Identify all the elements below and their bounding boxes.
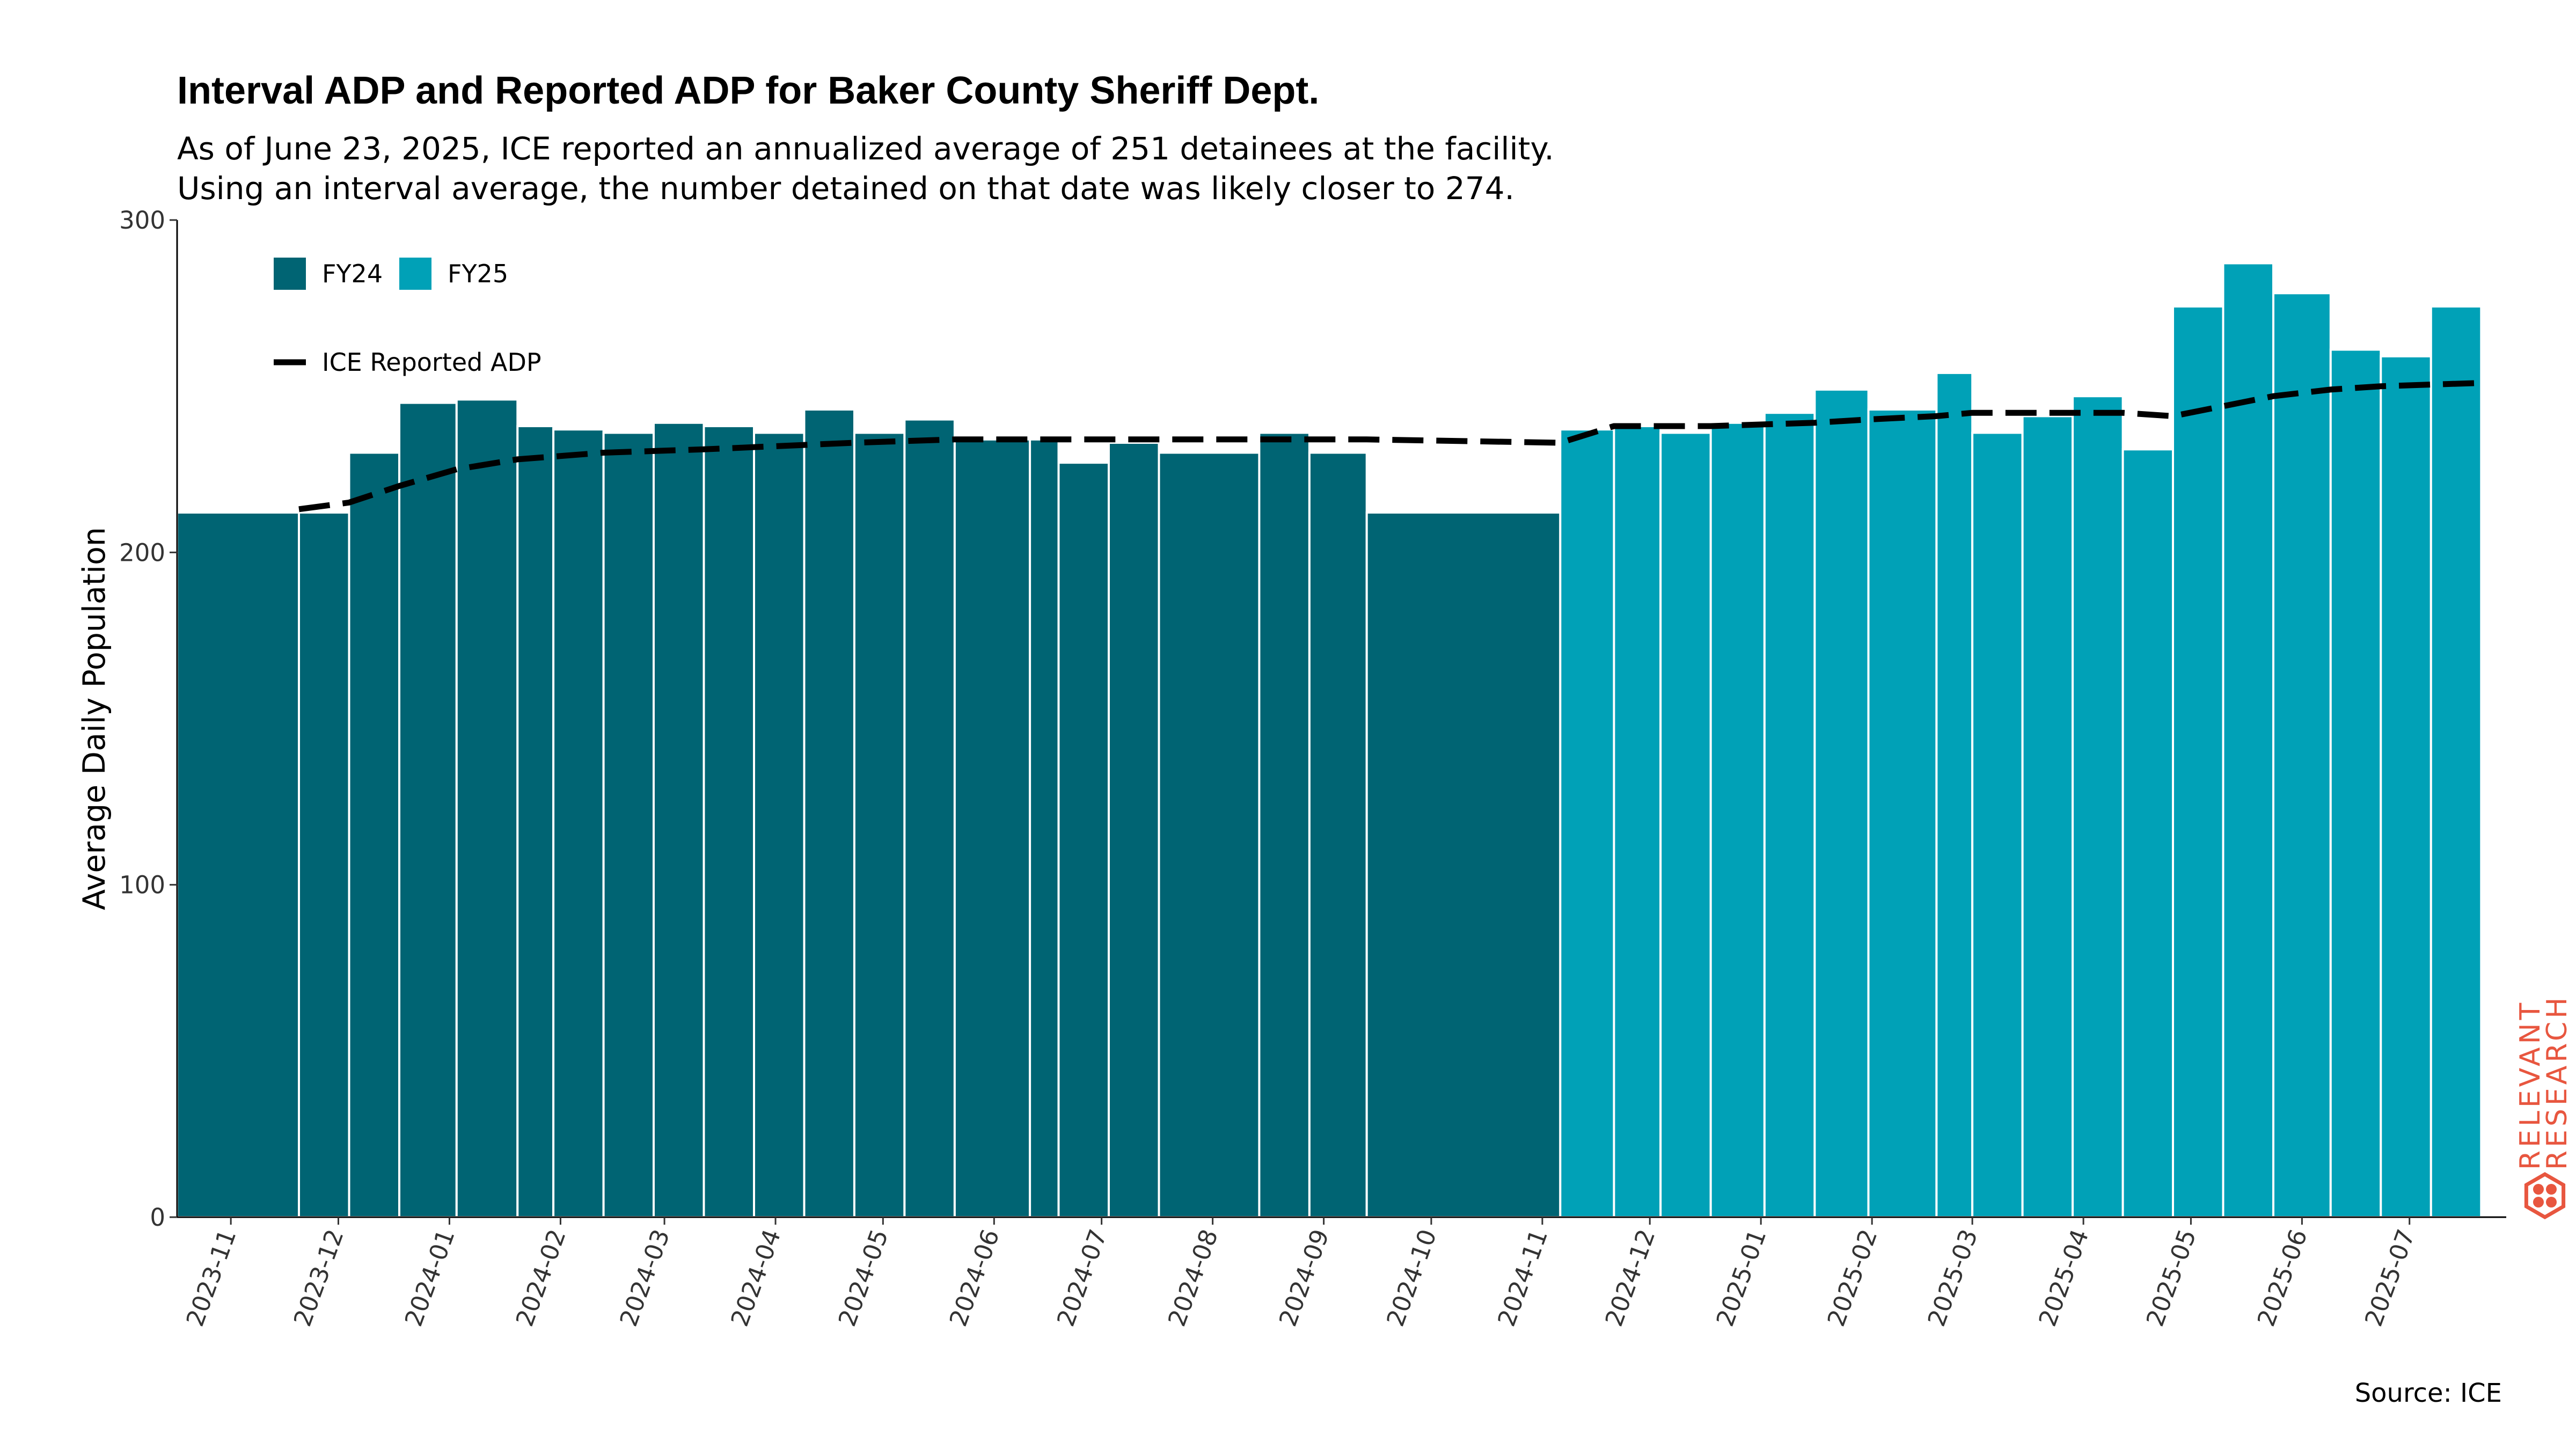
legend-swatch-fy25 — [399, 258, 431, 290]
x-tick-label: 2024-10 — [1381, 1226, 1442, 1330]
x-tick-label: 2024-01 — [399, 1226, 460, 1330]
reported-adp-line — [298, 380, 2482, 513]
brand-text-line-2: RESEARCH — [2541, 994, 2573, 1170]
bar-fy24 — [1308, 451, 1368, 1218]
y-axis-label: Average Daily Population — [77, 527, 112, 910]
bar-fy24 — [653, 421, 705, 1218]
x-tick-label: 2024-04 — [725, 1226, 786, 1330]
legend: FY24 FY25 ICE Reported ADP — [274, 258, 541, 377]
x-tick-label: 2024-11 — [1492, 1226, 1553, 1330]
bar-fy25 — [1559, 428, 1615, 1219]
bar-fy25 — [1709, 421, 1766, 1218]
bar-fy25 — [2272, 292, 2332, 1218]
x-tick-label: 2024-03 — [614, 1226, 675, 1330]
bar-fy24 — [1258, 431, 1311, 1218]
subtitle-line-2: Using an interval average, the number de… — [177, 170, 1514, 207]
y-tick-label: 300 — [119, 206, 165, 235]
bar-fy24 — [753, 431, 806, 1218]
x-tick-label: 2025-03 — [1922, 1226, 1983, 1330]
source-note: Source: ICE — [2354, 1378, 2502, 1408]
bar-fy24 — [1108, 442, 1160, 1218]
bar-fy24 — [348, 451, 400, 1218]
y-tick-label: 100 — [119, 871, 165, 899]
bar-fy25 — [1935, 371, 1974, 1218]
brand-dot-icon — [2546, 1184, 2557, 1195]
x-tick-label: 2025-04 — [2033, 1226, 2094, 1330]
bar-fy24 — [1365, 511, 1562, 1218]
x-tick-label: 2024-06 — [944, 1226, 1005, 1330]
bar-fy24 — [602, 431, 655, 1218]
brand-dot-icon — [2533, 1184, 2544, 1195]
x-tick-label: 2024-08 — [1162, 1226, 1224, 1330]
legend-label-fy25: FY25 — [448, 259, 508, 288]
bar-fy25 — [2172, 305, 2224, 1218]
x-tick-label: 2023-11 — [180, 1226, 241, 1330]
legend-label-fy24: FY24 — [322, 259, 383, 288]
bar-fy24 — [853, 431, 906, 1218]
bar-fy25 — [1971, 431, 2024, 1218]
legend-swatch-fy24 — [274, 258, 306, 290]
bar-fy25 — [2121, 448, 2175, 1218]
subtitle-line-1: As of June 23, 2025, ICE reported an ann… — [177, 130, 1554, 167]
x-tick-label: 2025-01 — [1710, 1226, 1772, 1330]
bar-fy24 — [176, 511, 300, 1218]
bar-fy25 — [2072, 395, 2124, 1219]
brand-dot-icon — [2546, 1197, 2557, 1208]
bar-fy25 — [1613, 425, 1662, 1218]
legend-label-reported-adp: ICE Reported ADP — [322, 348, 541, 377]
bar-fy24 — [1057, 462, 1110, 1218]
y-tick-label: 0 — [150, 1203, 165, 1232]
chart-title: Interval ADP and Reported ADP for Baker … — [177, 69, 1320, 112]
x-tick-label: 2024-12 — [1599, 1226, 1660, 1330]
bar-fy25 — [2429, 305, 2483, 1218]
bar-fy25 — [1813, 388, 1870, 1218]
bar-fy24 — [455, 398, 519, 1218]
bar-fy24 — [552, 428, 605, 1219]
bar-fy24 — [903, 418, 956, 1218]
x-tick-label: 2024-05 — [833, 1226, 894, 1330]
bar-fy25 — [2380, 355, 2432, 1218]
bar-fy25 — [1763, 412, 1816, 1219]
bar-fy25 — [1867, 408, 1938, 1218]
x-tick-label: 2025-06 — [2252, 1226, 2313, 1330]
bars-group — [176, 262, 2483, 1219]
x-tick-label: 2024-07 — [1051, 1226, 1113, 1330]
bar-fy24 — [298, 511, 350, 1218]
bar-fy24 — [1158, 451, 1261, 1218]
x-tick-label: 2024-02 — [510, 1226, 572, 1330]
bar-fy25 — [2021, 415, 2074, 1218]
x-tick-label: 2024-09 — [1274, 1226, 1335, 1330]
x-tick-label: 2023-12 — [288, 1226, 349, 1330]
chart-subtitle: As of June 23, 2025, ICE reported an ann… — [177, 129, 1554, 208]
x-tick-label: 2025-02 — [1821, 1226, 1883, 1330]
bar-fy24 — [398, 401, 458, 1218]
bar-fy24 — [1029, 438, 1060, 1218]
bar-fy25 — [2329, 348, 2382, 1218]
bar-fy24 — [953, 438, 1031, 1218]
x-tick-label: 2025-05 — [2141, 1226, 2202, 1330]
brand-hex-icon — [2524, 1172, 2566, 1220]
brand-dot-icon — [2533, 1197, 2544, 1208]
bar-fy24 — [803, 408, 855, 1218]
bar-fy25 — [1659, 431, 1712, 1218]
bar-fy24 — [702, 425, 755, 1218]
brand-text-line-1: RELEVANT — [2514, 1000, 2546, 1170]
x-tick-label: 2025-07 — [2359, 1226, 2420, 1330]
y-tick-label: 200 — [119, 538, 165, 567]
bar-fy24 — [516, 425, 555, 1218]
